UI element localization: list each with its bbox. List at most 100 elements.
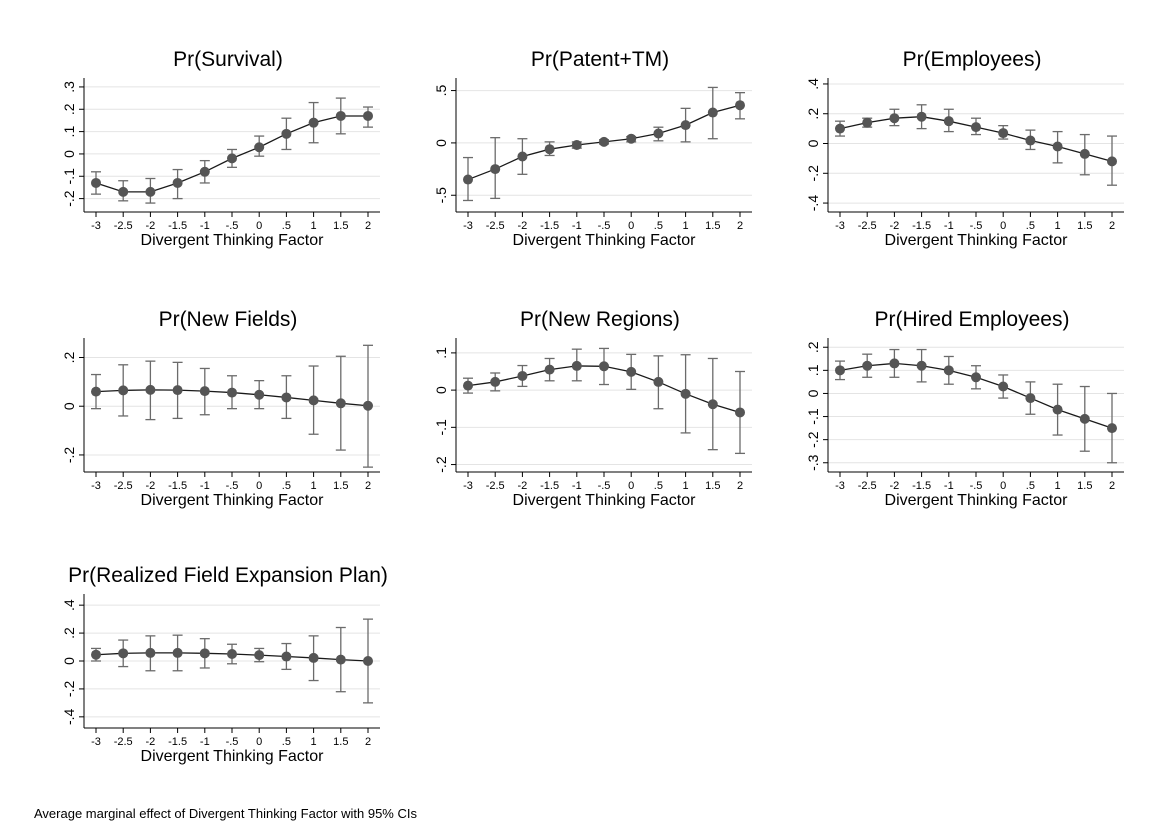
x-tick-label: -2 (518, 220, 528, 232)
panel-5: Pr(New Regions) -.2 -.1 0 .1 -3 -2.5 -2 -1.5 -1 -.… (433, 308, 752, 509)
estimate-point (680, 120, 691, 131)
estimate-point (571, 360, 582, 371)
estimate-point (145, 647, 156, 658)
estimate-point (308, 117, 319, 128)
x-tick-label: 1.5 (705, 480, 720, 492)
estimate-point (199, 648, 210, 659)
estimate-point (889, 113, 900, 124)
x-tick-label: -2.5 (486, 220, 505, 232)
estimate-point (971, 122, 981, 133)
x-tick-label: -2.5 (486, 480, 505, 492)
x-tick-label: -1.5 (540, 220, 559, 232)
estimate-point (971, 372, 981, 383)
estimate-point (707, 399, 718, 410)
x-axis-label: Divergent Thinking Factor (885, 232, 1069, 249)
x-tick-label: -1.5 (912, 220, 931, 232)
x-tick-label: .5 (654, 220, 663, 232)
estimate-point (1079, 148, 1090, 159)
x-tick-label: -.5 (226, 220, 239, 232)
estimate-point (680, 388, 691, 399)
panel-2: Pr(Patent+TM) -.5 0 .5 -3 -2.5 -2 -1.5 -1 -.5 0 .5 1… (433, 48, 752, 249)
y-tick-label: .3 (61, 81, 77, 93)
estimate-point (735, 100, 745, 111)
estimate-point (517, 151, 528, 162)
estimate-point (998, 381, 1009, 392)
y-tick-label: -.4 (805, 195, 821, 212)
y-tick-label: 0 (433, 386, 449, 394)
x-tick-label: 0 (1000, 220, 1006, 232)
estimate-point (835, 123, 845, 134)
y-tick-label: .2 (61, 351, 77, 363)
x-axis-label: Divergent Thinking Factor (141, 492, 325, 509)
x-tick-label: .5 (282, 736, 291, 748)
estimate-point (1025, 135, 1036, 146)
estimate-point (227, 387, 237, 398)
estimate-point (281, 128, 292, 139)
estimate-point (1052, 141, 1063, 152)
x-axis-label: Divergent Thinking Factor (885, 492, 1069, 509)
x-tick-label: -1 (200, 736, 210, 748)
y-tick-label: -.2 (61, 681, 77, 698)
panel-3: Pr(Employees) -.4 -.2 0 .2 .4 -3 -2.5 -2 -1.5 -1 -.… (805, 48, 1124, 249)
estimate-point (835, 365, 845, 376)
x-tick-label: -3 (835, 220, 845, 232)
y-tick-label: .1 (433, 347, 449, 359)
estimate-point (1079, 413, 1090, 424)
y-tick-label: .5 (433, 85, 449, 97)
panel-title: Pr(New Regions) (520, 308, 680, 331)
estimate-point (118, 648, 129, 659)
y-tick-label: .1 (805, 364, 821, 376)
panel-title: Pr(Employees) (903, 48, 1042, 71)
x-tick-label: -.5 (226, 480, 239, 492)
estimate-point (91, 386, 101, 397)
y-tick-label: -.3 (805, 454, 821, 471)
y-tick-label: .2 (805, 108, 821, 120)
x-tick-label: -2 (890, 220, 900, 232)
x-tick-label: 1 (311, 736, 317, 748)
y-tick-label: -.1 (61, 168, 77, 185)
estimate-point (943, 365, 954, 376)
x-tick-label: -3 (463, 480, 473, 492)
estimate-point (172, 177, 183, 188)
estimate-point (862, 360, 873, 371)
x-tick-label: .5 (282, 220, 291, 232)
x-tick-label: -1 (200, 480, 210, 492)
estimate-point (707, 107, 718, 118)
panel-title: Pr(Survival) (173, 48, 283, 71)
estimate-point (363, 110, 373, 121)
x-tick-label: -2 (890, 480, 900, 492)
x-tick-label: 0 (628, 220, 634, 232)
x-tick-label: -2.5 (858, 220, 877, 232)
estimate-point (599, 136, 609, 147)
panel-4: Pr(New Fields) -.2 0 .2 -3 -2.5 -2 -1.5 -1 -.5 0 .5… (61, 308, 380, 509)
y-tick-label: .1 (61, 126, 77, 138)
x-tick-label: -2.5 (114, 736, 133, 748)
x-tick-label: -2 (146, 220, 156, 232)
estimate-point (363, 400, 373, 411)
estimate-point (254, 650, 265, 661)
estimate-point (91, 177, 101, 188)
estimate-point (145, 384, 156, 395)
estimate-point (916, 111, 927, 122)
estimate-point (118, 385, 129, 396)
x-axis-label: Divergent Thinking Factor (513, 232, 697, 249)
y-tick-label: -.1 (433, 419, 449, 436)
x-tick-label: 0 (256, 736, 262, 748)
estimate-point (490, 376, 501, 387)
y-tick-label: -.4 (61, 708, 77, 725)
estimate-point (653, 128, 664, 139)
x-tick-label: -.5 (598, 220, 611, 232)
panel-1: Pr(Survival) -.2 -.1 0 .1 .2 .3 -3 -2.5 -2 -1.5 -1 -… (61, 48, 380, 249)
estimate-point (998, 128, 1009, 139)
panel-title: Pr(Realized Field Expansion Plan) (68, 564, 388, 587)
x-tick-label: -1.5 (540, 480, 559, 492)
y-tick-label: .2 (61, 103, 77, 115)
x-tick-label: 1 (1055, 220, 1061, 232)
x-tick-label: 1 (683, 480, 689, 492)
x-tick-label: .5 (282, 480, 291, 492)
x-tick-label: -.5 (970, 220, 983, 232)
estimate-point (227, 153, 237, 164)
x-tick-label: 2 (365, 736, 371, 748)
x-tick-label: -.5 (226, 736, 239, 748)
estimate-point (308, 395, 319, 406)
